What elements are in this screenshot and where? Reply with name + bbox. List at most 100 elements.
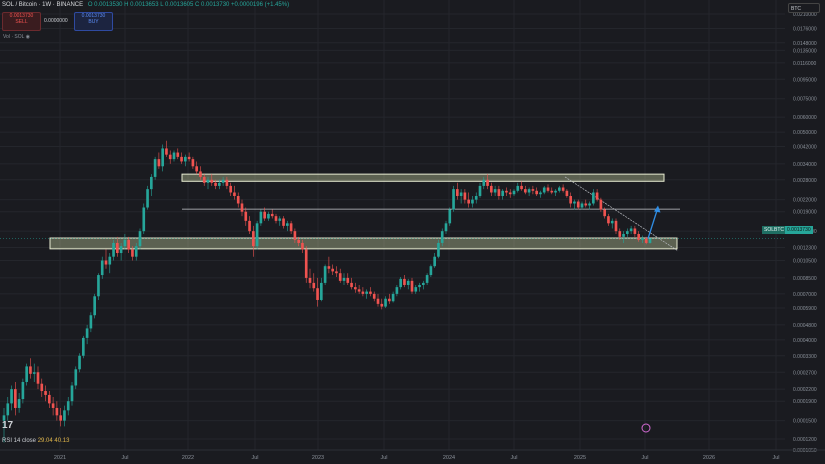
candle-body <box>82 337 85 356</box>
candle-body <box>312 282 316 289</box>
y-tick-label: 0.0022000 <box>793 198 817 204</box>
candle-body <box>270 213 274 217</box>
candle-body <box>210 179 214 183</box>
candle-body <box>32 372 36 374</box>
y-tick-label: 0.0007000 <box>793 292 817 298</box>
x-tick-label: Jul <box>121 455 128 461</box>
candle-body <box>36 372 40 384</box>
volume-label[interactable]: Vol · SOL ◉ <box>3 34 30 40</box>
candle-body <box>459 192 463 196</box>
last-price-tag: 0.0013730 <box>785 226 813 234</box>
support-zone <box>49 237 678 250</box>
candle-body <box>157 159 161 167</box>
sell-label: SELL <box>15 19 28 25</box>
candle-body <box>66 401 70 411</box>
sell-button[interactable]: 0.0013730 SELL <box>2 12 41 31</box>
candle-body <box>240 203 244 212</box>
candle-body <box>471 199 474 204</box>
candle-body <box>388 298 391 302</box>
currency-select[interactable]: BTC <box>788 3 820 13</box>
candle-body <box>505 190 508 193</box>
candle-body <box>357 289 361 292</box>
buy-price: 0.0013730 <box>81 13 106 19</box>
candle-body <box>127 239 130 250</box>
candle-body <box>527 189 531 193</box>
candle-body <box>29 366 32 374</box>
candle-body <box>89 315 93 329</box>
buy-label: BUY <box>88 19 99 25</box>
y-tick-label: 0.0008500 <box>793 276 817 282</box>
resistance-zone <box>181 173 665 182</box>
candle-body <box>25 366 28 382</box>
candle-body <box>282 218 285 226</box>
candle-body <box>229 185 232 193</box>
candle-body <box>259 211 263 224</box>
candle-body <box>286 223 289 226</box>
candle-body <box>467 199 470 204</box>
candle-body <box>176 152 180 157</box>
candle-body <box>221 179 225 183</box>
candle-body <box>516 185 520 191</box>
candle-body <box>403 278 406 285</box>
candle-body <box>626 231 629 234</box>
y-tick-label: 0.0116000 <box>793 61 816 67</box>
candle-body <box>486 179 489 186</box>
candle-body <box>308 277 312 283</box>
candle-body <box>191 159 195 167</box>
candle-body <box>565 190 569 196</box>
candle-body <box>576 201 580 208</box>
candle-body <box>85 328 89 338</box>
candle-body <box>206 179 210 183</box>
candle-body <box>289 223 293 232</box>
candle-body <box>395 287 399 294</box>
y-tick-label: 0.0210000 <box>793 12 817 18</box>
candle-body <box>569 195 572 204</box>
y-tick-label: 0.0148000 <box>793 41 817 47</box>
candle-body <box>2 415 6 421</box>
candle-body <box>633 228 637 234</box>
candle-body <box>637 233 640 240</box>
eye-icon[interactable]: ◉ <box>25 34 30 40</box>
y-tick-label: 0.0005900 <box>793 306 817 312</box>
x-tick-label: 2026 <box>703 455 715 461</box>
candle-body <box>184 156 187 162</box>
y-tick-label: 0.0001050 <box>793 448 817 454</box>
candle-body <box>51 403 55 408</box>
candle-body <box>350 282 353 288</box>
candle-body <box>542 187 546 193</box>
candle-body <box>195 166 198 172</box>
candle-body <box>199 171 202 177</box>
y-tick-label: 0.0034000 <box>793 162 817 168</box>
candle-body <box>573 201 576 204</box>
symbol-price-tag: SOLBTC <box>762 226 787 234</box>
candle-body <box>48 394 51 404</box>
candle-body <box>641 238 644 240</box>
candle-body <box>252 231 255 247</box>
candle-body <box>55 407 59 416</box>
candle-body <box>180 156 183 162</box>
buy-button[interactable]: 0.0013730 BUY <box>74 12 113 31</box>
candle-body <box>327 266 331 269</box>
rsi-value-1: 29.04 <box>37 438 53 444</box>
y-tick-label: 0.0135000 <box>793 48 817 54</box>
candle-body <box>63 410 66 421</box>
candle-body <box>119 246 123 254</box>
candle-body <box>40 383 44 392</box>
candle-body <box>622 233 625 237</box>
candle-body <box>501 190 504 196</box>
candle-body <box>263 211 266 219</box>
x-tick-label: 2023 <box>312 455 324 461</box>
candle-body <box>372 293 376 299</box>
candle-body <box>74 369 78 386</box>
y-tick-label: 0.0019000 <box>793 210 817 216</box>
candle-body <box>70 385 74 402</box>
candle-body <box>399 278 402 288</box>
y-tick-label: 0.0001900 <box>793 399 817 405</box>
candle-body <box>512 190 516 195</box>
candle-body <box>354 287 357 290</box>
candle-body <box>588 203 591 206</box>
projection-arrow <box>647 210 658 239</box>
candle-body <box>150 176 153 190</box>
